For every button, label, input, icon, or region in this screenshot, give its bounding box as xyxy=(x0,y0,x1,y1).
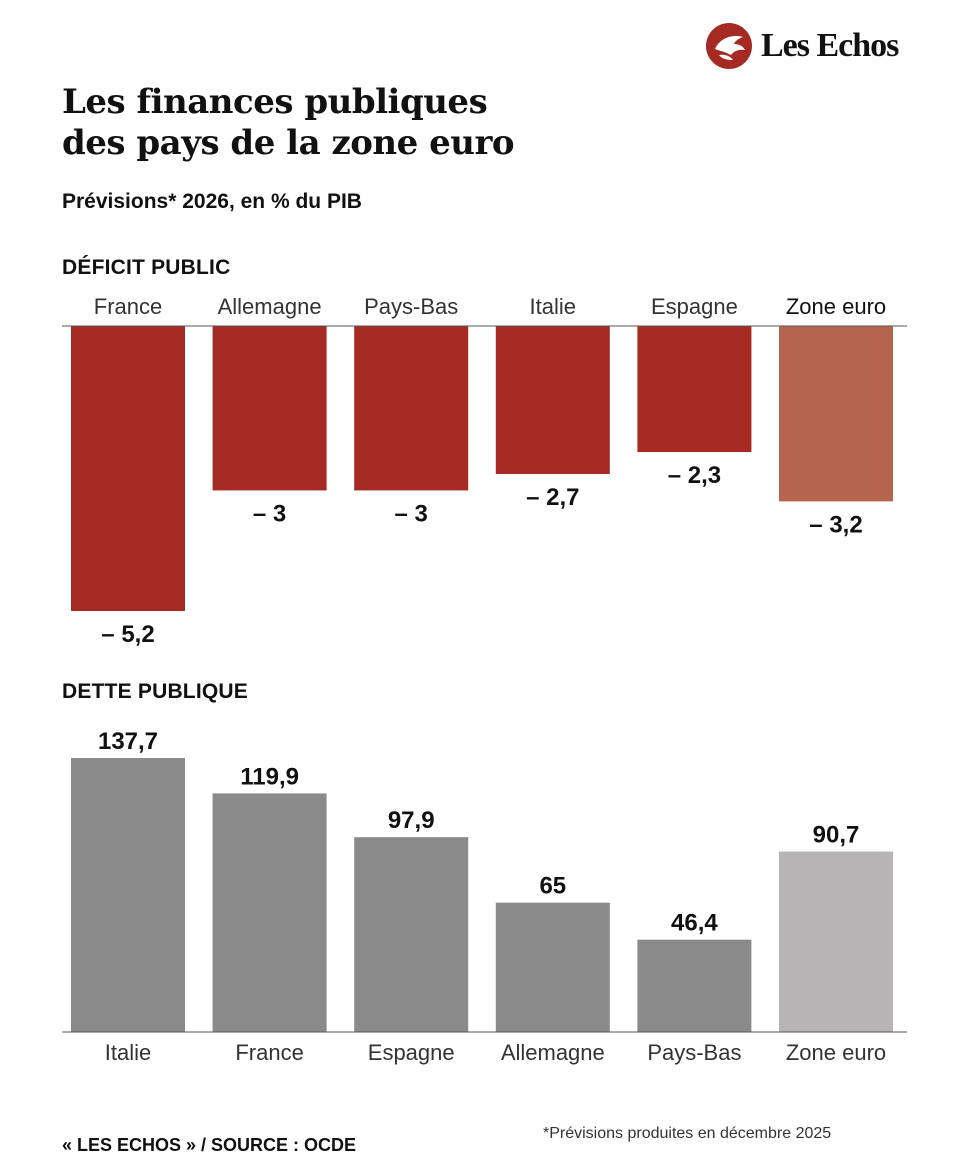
les-echos-emblem-icon xyxy=(706,23,752,69)
debt-value-pays-bas: 46,4 xyxy=(671,910,718,937)
deficit-category-espagne: Espagne xyxy=(651,294,738,319)
title-line-2: des pays de la zone euro xyxy=(62,123,515,163)
debt-value-zone-euro: 90,7 xyxy=(813,822,860,849)
deficit-value-france: – 5,2 xyxy=(101,621,154,648)
debt-bar-allemagne xyxy=(495,902,610,1032)
deficit-chart-title: DÉFICIT PUBLIC xyxy=(62,256,231,279)
les-echos-logo: Les Echos xyxy=(705,20,899,72)
deficit-category-italie: Italie xyxy=(530,294,576,319)
deficit-bar-espagne xyxy=(637,326,752,453)
forecast-footnote: *Prévisions produites en décembre 2025 xyxy=(543,1125,832,1142)
debt-category-pays-bas: Pays-Bas xyxy=(647,1040,741,1065)
debt-category-allemagne: Allemagne xyxy=(501,1040,605,1065)
debt-value-italie: 137,7 xyxy=(98,728,158,755)
chart-subtitle: Prévisions* 2026, en % du PIB xyxy=(62,190,362,213)
debt-chart-title: DETTE PUBLIQUE xyxy=(62,680,248,703)
debt-bar-pays-bas xyxy=(637,939,752,1032)
debt-category-espagne: Espagne xyxy=(368,1040,455,1065)
debt-chart: 137,7 Italie 119,9 France 97,9 Espagne 65 Allem… xyxy=(62,728,907,1065)
brand-name: Les Echos xyxy=(761,27,899,64)
debt-bar-zone-euro xyxy=(779,851,893,1032)
debt-category-italie: Italie xyxy=(105,1040,151,1065)
debt-category-zone-euro: Zone euro xyxy=(786,1040,886,1065)
deficit-category-pays-bas: Pays-Bas xyxy=(364,294,458,319)
debt-bar-italie xyxy=(71,758,185,1032)
deficit-category-france: France xyxy=(94,294,162,319)
debt-value-allemagne: 65 xyxy=(539,873,566,900)
deficit-chart: France – 5,2 Allemagne – 3 Pays-Bas – 3 Italie… xyxy=(62,294,907,648)
deficit-category-allemagne: Allemagne xyxy=(218,294,322,319)
deficit-value-pays-bas: – 3 xyxy=(395,500,428,527)
debt-value-france: 119,9 xyxy=(240,763,299,790)
title-line-1: Les finances publiques xyxy=(62,82,488,122)
deficit-bar-france xyxy=(71,326,185,611)
deficit-bar-zone-euro xyxy=(779,326,893,502)
deficit-value-italie: – 2,7 xyxy=(526,484,579,511)
deficit-value-zone-euro: – 3,2 xyxy=(809,511,862,538)
debt-bar-espagne xyxy=(354,837,469,1032)
source-credit: « LES ECHOS » / SOURCE : OCDE xyxy=(62,1135,357,1155)
page-title: Les finances publiques des pays de la zo… xyxy=(62,82,515,164)
debt-category-france: France xyxy=(235,1040,303,1065)
deficit-bar-allemagne xyxy=(212,326,327,491)
debt-bar-france xyxy=(212,793,327,1032)
deficit-bar-italie xyxy=(495,326,610,474)
debt-value-espagne: 97,9 xyxy=(388,807,435,834)
deficit-value-espagne: – 2,3 xyxy=(668,462,721,489)
deficit-category-zone-euro: Zone euro xyxy=(786,294,886,319)
deficit-value-allemagne: – 3 xyxy=(253,500,286,527)
deficit-bar-pays-bas xyxy=(354,326,469,491)
